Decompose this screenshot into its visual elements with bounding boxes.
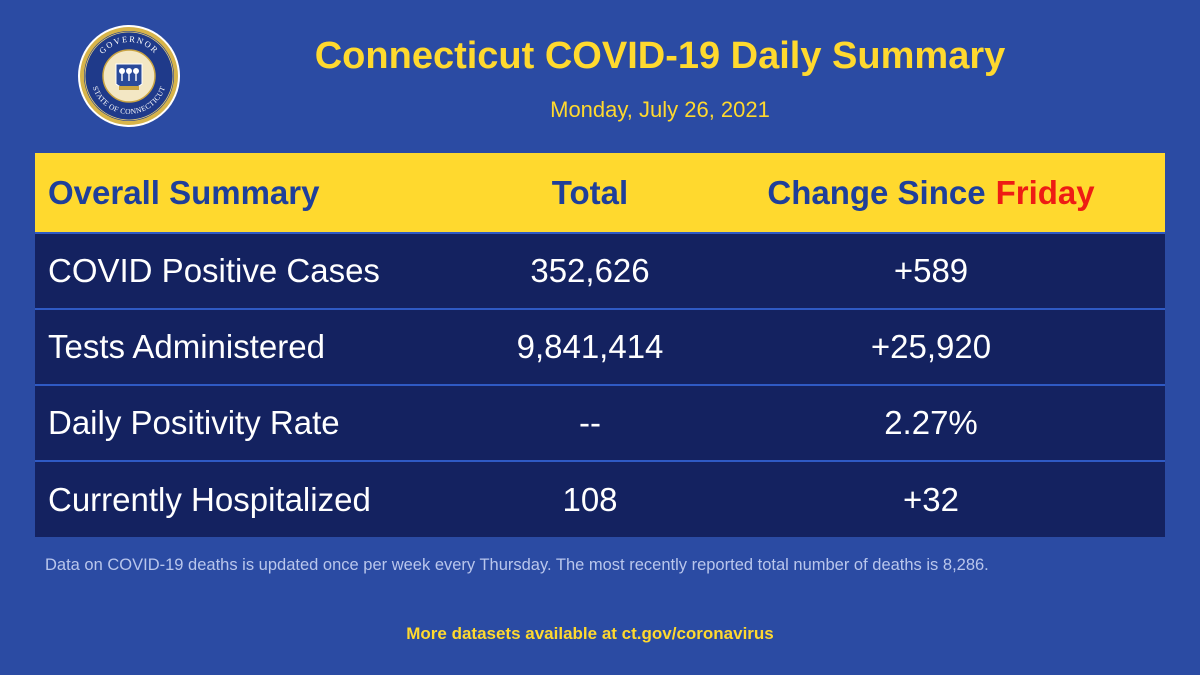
summary-table: Overall Summary Total Change Since Frida… [35,153,1165,537]
state-seal-icon: GOVERNOR STATE OF CONNECTICUT [78,25,180,127]
table-row: COVID Positive Cases 352,626 +589 [35,234,1165,310]
table-row: Tests Administered 9,841,414 +25,920 [35,310,1165,386]
row-total: 108 [562,480,618,518]
header-overall-summary: Overall Summary [48,173,320,211]
row-total: 352,626 [530,252,650,289]
row-label: COVID Positive Cases [48,252,380,289]
row-total: 9,841,414 [516,328,664,365]
header-change-day: Friday [995,173,1095,211]
datasets-footer: More datasets available at ct.gov/corona… [406,624,774,643]
header-total: Total [551,173,629,211]
row-total: -- [579,404,601,441]
row-label: Daily Positivity Rate [48,404,340,441]
table-row: Currently Hospitalized 108 +32 [35,462,1165,537]
table-header-row: Overall Summary Total Change Since Frida… [35,153,1165,234]
deaths-note: Data on COVID-19 deaths is updated once … [45,556,989,574]
table-row: Daily Positivity Rate -- 2.27% [35,386,1165,462]
header-change: Change Since Friday [711,153,1151,232]
row-change: +25,920 [870,328,992,365]
row-change: +32 [903,480,959,518]
page-title: Connecticut COVID-19 Daily Summary [314,35,1006,77]
report-date: Monday, July 26, 2021 [550,97,770,122]
header-change-label: Change Since [767,173,986,211]
row-change: 2.27% [884,404,978,441]
row-label: Currently Hospitalized [48,480,371,518]
row-label: Tests Administered [48,328,325,365]
row-change: +589 [893,252,969,289]
